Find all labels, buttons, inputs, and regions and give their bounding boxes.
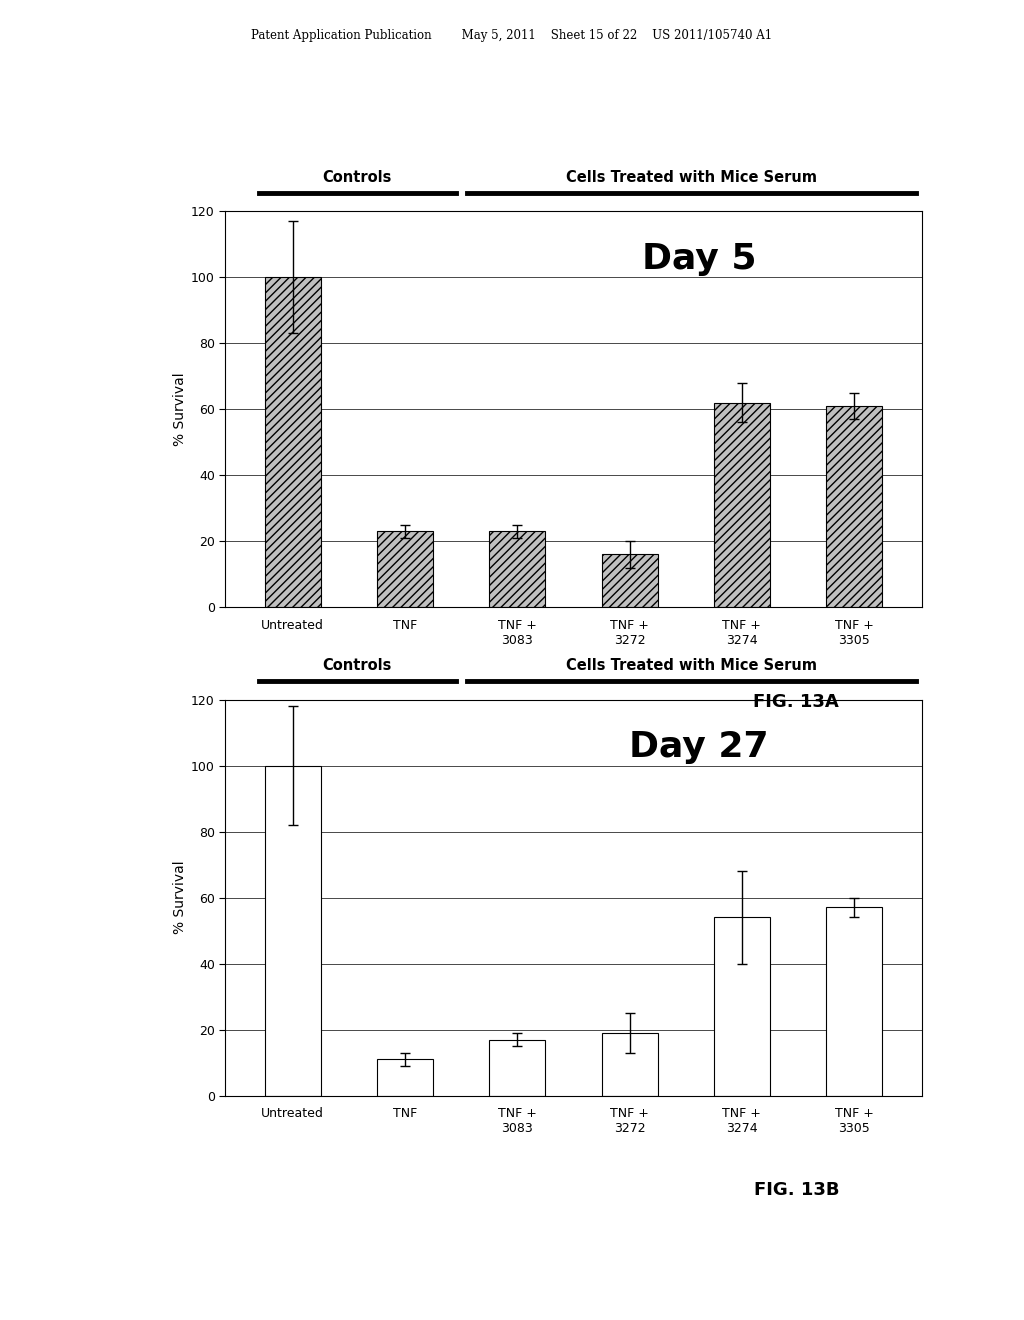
Text: FIG. 13A: FIG. 13A [754,693,839,711]
Bar [826,405,883,607]
Text: FIG. 13B: FIG. 13B [754,1181,839,1200]
Bar [714,403,770,607]
Text: Day 27: Day 27 [629,730,769,764]
Text: Controls: Controls [323,659,392,673]
Bar [264,766,321,1096]
Text: Controls: Controls [323,170,392,185]
Bar [601,554,657,607]
Text: Patent Application Publication        May 5, 2011    Sheet 15 of 22    US 2011/1: Patent Application Publication May 5, 20… [252,29,772,42]
Bar [489,1040,546,1096]
Bar [601,1032,657,1096]
Bar [489,531,546,607]
Y-axis label: % Survival: % Survival [173,372,186,446]
Text: Day 5: Day 5 [641,242,756,276]
Bar [826,908,883,1096]
Text: Cells Treated with Mice Serum: Cells Treated with Mice Serum [566,170,817,185]
Bar [714,917,770,1096]
Bar [377,531,433,607]
Bar [264,277,321,607]
Text: Cells Treated with Mice Serum: Cells Treated with Mice Serum [566,659,817,673]
Y-axis label: % Survival: % Survival [173,861,186,935]
Bar [377,1059,433,1096]
